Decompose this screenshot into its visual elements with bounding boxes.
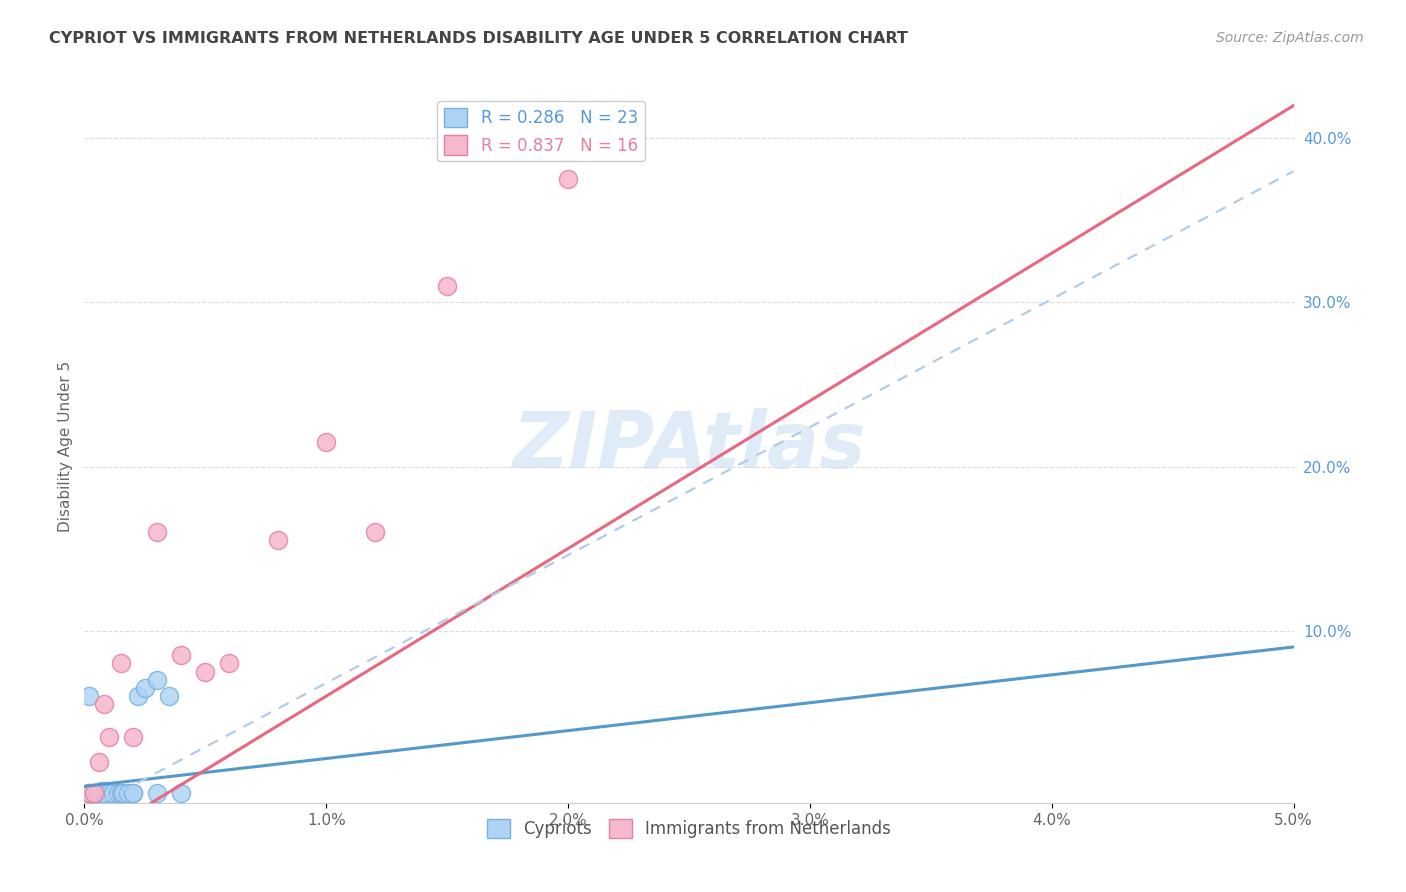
Point <box>121 786 143 800</box>
Point <box>97 730 120 744</box>
Point <box>77 689 100 703</box>
Point <box>170 648 193 662</box>
Point <box>134 681 156 695</box>
Point <box>80 786 103 800</box>
Point <box>110 657 132 671</box>
Point <box>363 525 385 540</box>
Y-axis label: Disability Age Under 5: Disability Age Under 5 <box>58 360 73 532</box>
Point <box>194 665 217 679</box>
Point <box>77 786 100 800</box>
Point <box>218 657 240 671</box>
Point <box>110 786 132 800</box>
Point <box>83 786 105 800</box>
Point <box>86 786 108 800</box>
Point <box>315 434 337 449</box>
Point <box>157 689 180 703</box>
Point <box>127 689 149 703</box>
Point <box>93 786 115 800</box>
Point <box>436 279 458 293</box>
Point <box>83 786 105 800</box>
Text: Source: ZipAtlas.com: Source: ZipAtlas.com <box>1216 31 1364 45</box>
Point <box>146 673 169 687</box>
Point <box>267 533 290 548</box>
Point <box>94 784 117 798</box>
Point <box>557 172 579 186</box>
Point <box>121 730 143 744</box>
Text: ZIPAtlas: ZIPAtlas <box>512 408 866 484</box>
Point <box>107 786 129 800</box>
Point <box>146 525 169 540</box>
Point <box>170 786 193 800</box>
Text: CYPRIOT VS IMMIGRANTS FROM NETHERLANDS DISABILITY AGE UNDER 5 CORRELATION CHART: CYPRIOT VS IMMIGRANTS FROM NETHERLANDS D… <box>49 31 908 46</box>
Point <box>97 786 120 800</box>
Point <box>93 698 115 712</box>
Point <box>87 786 110 800</box>
Point <box>146 786 169 800</box>
Point <box>112 786 135 800</box>
Point <box>117 786 139 800</box>
Point <box>90 784 112 798</box>
Legend: Cypriots, Immigrants from Netherlands: Cypriots, Immigrants from Netherlands <box>479 812 898 845</box>
Point <box>121 786 143 800</box>
Point <box>87 755 110 769</box>
Point <box>103 786 125 800</box>
Point <box>77 786 100 800</box>
